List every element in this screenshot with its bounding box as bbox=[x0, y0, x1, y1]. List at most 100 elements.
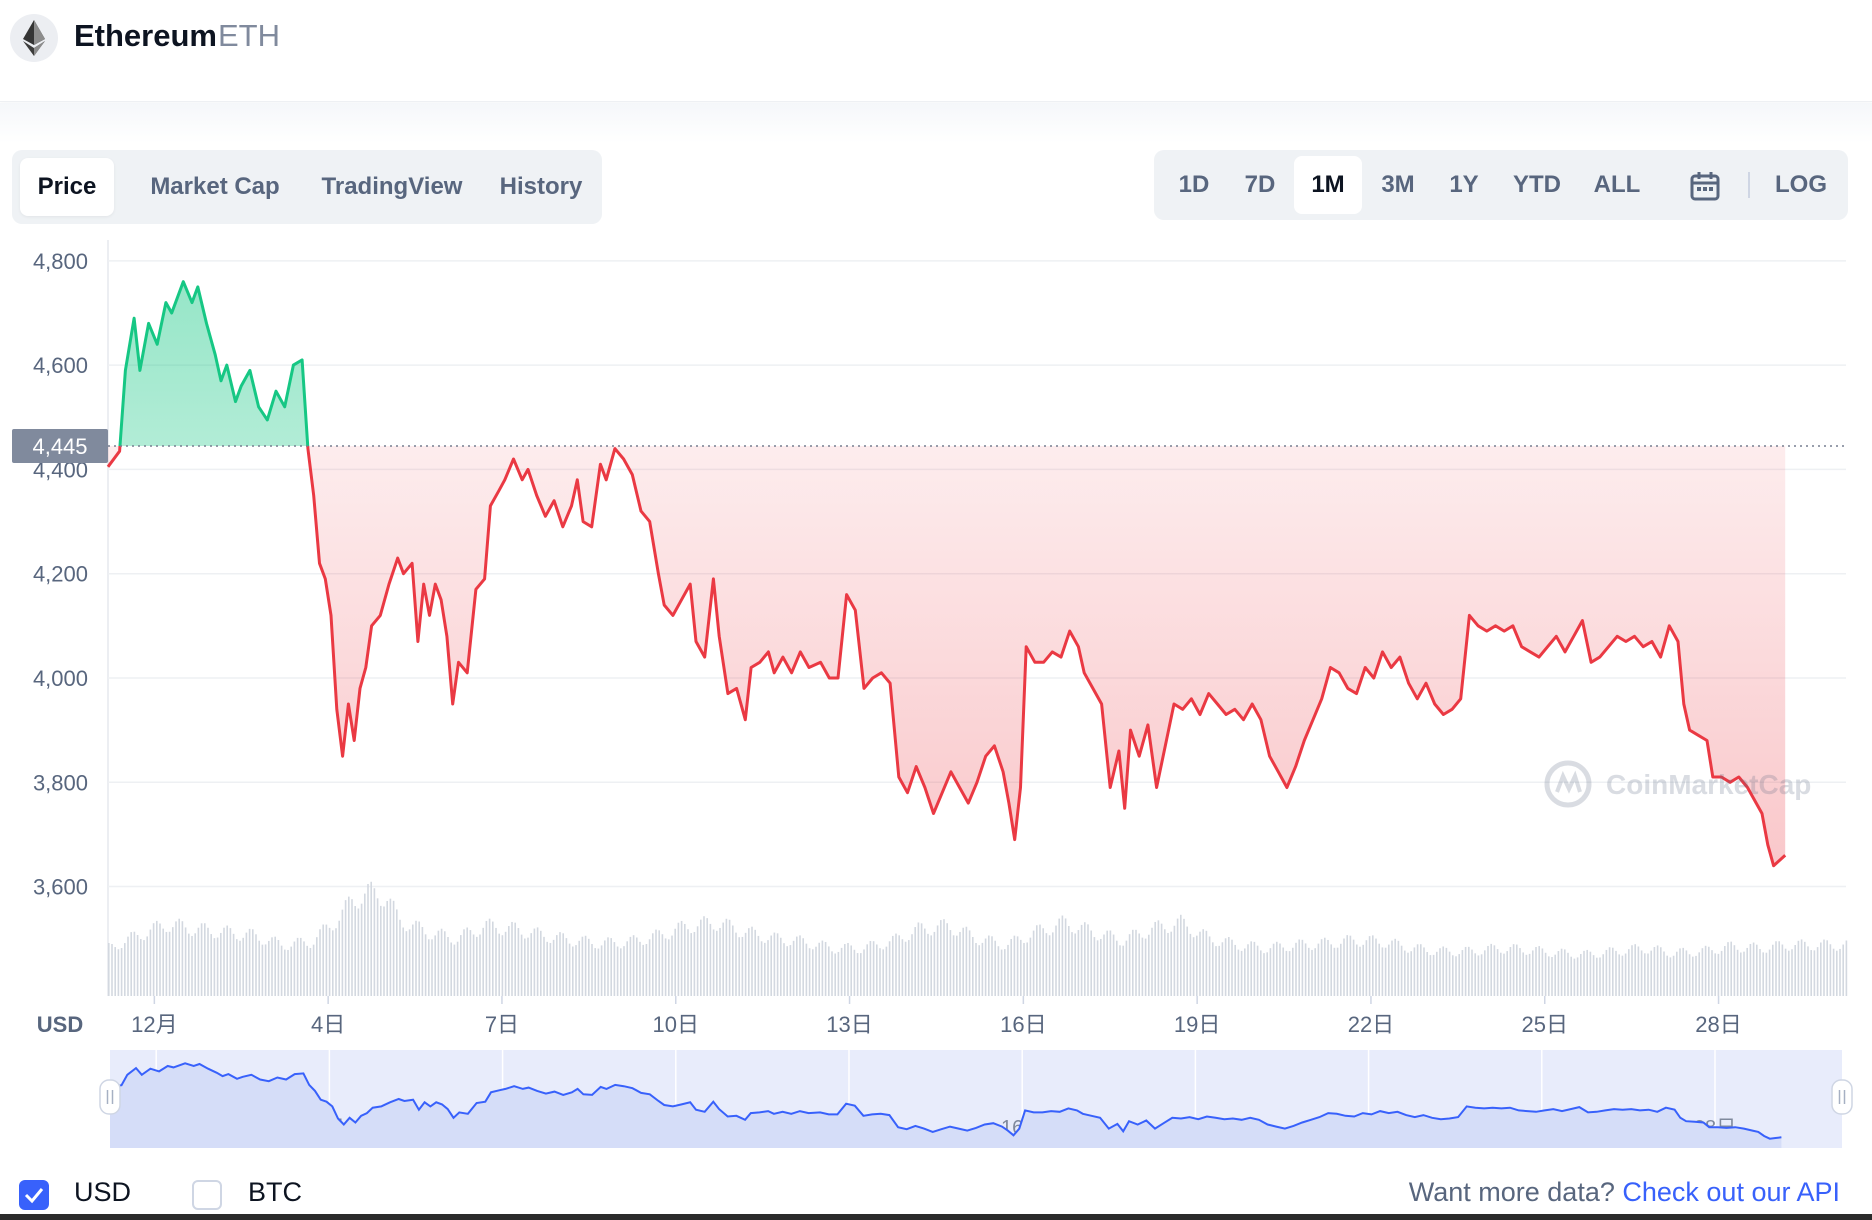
volume-bar bbox=[1314, 948, 1316, 996]
volume-bar bbox=[1365, 940, 1368, 996]
volume-bar bbox=[1448, 951, 1451, 996]
volume-bar bbox=[290, 946, 292, 996]
volume-bar bbox=[120, 948, 123, 996]
range-3m[interactable]: 3M bbox=[1381, 171, 1415, 198]
api-link[interactable]: Check out our API bbox=[1622, 1177, 1840, 1207]
tab-tradingview[interactable]: TradingView bbox=[321, 173, 463, 200]
range-1d[interactable]: 1D bbox=[1178, 171, 1210, 198]
tab-price[interactable]: Price bbox=[20, 158, 114, 216]
volume-bar bbox=[1298, 939, 1300, 996]
navigator-area bbox=[110, 1063, 1782, 1148]
volume-bar bbox=[1743, 951, 1745, 996]
volume-bar bbox=[1000, 949, 1003, 996]
volume-bar bbox=[1532, 950, 1534, 996]
volume-bar bbox=[940, 920, 942, 996]
volume-bar bbox=[712, 929, 715, 996]
volume-bar bbox=[927, 933, 929, 996]
volume-bar bbox=[520, 934, 523, 996]
range-1y[interactable]: 1Y bbox=[1449, 171, 1479, 198]
volume-bar bbox=[492, 921, 494, 996]
volume-bar bbox=[1458, 954, 1460, 996]
volume-bar bbox=[1122, 945, 1124, 996]
volume-bar bbox=[1090, 930, 1092, 996]
volume-bar bbox=[108, 943, 110, 996]
volume-bar bbox=[216, 937, 219, 996]
volume-bar bbox=[165, 931, 168, 996]
volume-bar bbox=[293, 941, 296, 996]
volume-bar bbox=[220, 932, 222, 996]
volume-bar bbox=[1288, 951, 1291, 996]
volume-bar bbox=[1023, 942, 1025, 996]
range-all[interactable]: ALL bbox=[1593, 171, 1641, 198]
volume-bar bbox=[1061, 915, 1064, 996]
volume-bar bbox=[1196, 935, 1198, 996]
volume-bar bbox=[565, 938, 568, 996]
volume-bar bbox=[130, 932, 132, 996]
volume-bar bbox=[776, 933, 779, 996]
volume-bar bbox=[952, 935, 955, 996]
volume-bar bbox=[1631, 945, 1633, 996]
volume-bar bbox=[824, 941, 827, 996]
volume-bar bbox=[1522, 952, 1524, 996]
volume-bar bbox=[1541, 948, 1544, 996]
volume-bar bbox=[1592, 955, 1595, 996]
volume-bar bbox=[1333, 947, 1336, 996]
volume-bar bbox=[1119, 945, 1121, 996]
volume-bar bbox=[732, 925, 734, 996]
volume-bar bbox=[232, 933, 235, 996]
btc-checkbox[interactable] bbox=[192, 1180, 222, 1210]
tab-market-cap[interactable]: Market Cap bbox=[150, 173, 280, 200]
range-7d[interactable]: 7D bbox=[1244, 171, 1276, 198]
volume-bar bbox=[514, 922, 516, 996]
range-1m[interactable]: 1M bbox=[1294, 156, 1362, 214]
volume-bar bbox=[879, 948, 881, 996]
volume-bar bbox=[668, 939, 670, 996]
volume-bar bbox=[818, 942, 820, 996]
x-tick-label: 4日 bbox=[311, 1012, 345, 1037]
volume-bar bbox=[1272, 943, 1275, 996]
volume-bar bbox=[1301, 939, 1304, 996]
volume-bar bbox=[1029, 937, 1032, 996]
price-line-below bbox=[106, 445, 1787, 868]
volume-bar bbox=[1410, 951, 1412, 996]
volume-bar bbox=[642, 944, 644, 996]
navigator-right-handle[interactable] bbox=[1831, 1079, 1853, 1115]
volume-bar bbox=[1474, 953, 1476, 996]
ethereum-logo-icon bbox=[10, 14, 58, 62]
volume-bar bbox=[1500, 952, 1502, 996]
volume-bar bbox=[1618, 954, 1620, 996]
usd-checkbox[interactable] bbox=[19, 1180, 49, 1210]
volume-bar bbox=[1496, 949, 1499, 996]
volume-bar bbox=[943, 919, 945, 996]
tab-history[interactable]: History bbox=[499, 173, 583, 200]
volume-bar bbox=[559, 932, 561, 996]
volume-bar bbox=[1740, 952, 1742, 996]
volume-bar bbox=[1407, 952, 1409, 996]
volume-bar bbox=[252, 929, 254, 996]
volume-bar bbox=[168, 931, 171, 996]
volume-bar bbox=[1077, 930, 1080, 996]
volume-bar bbox=[1007, 944, 1009, 996]
volume-bar bbox=[149, 929, 152, 996]
y-tick-label: 4,000 bbox=[33, 666, 88, 691]
volume-bar bbox=[380, 905, 382, 996]
navigator-left-handle[interactable] bbox=[99, 1079, 121, 1115]
volume-bar bbox=[744, 932, 747, 996]
volume-bar bbox=[751, 926, 753, 996]
volume-bar bbox=[968, 930, 971, 996]
volume-bar bbox=[780, 937, 782, 996]
range-ytd[interactable]: YTD bbox=[1513, 171, 1561, 198]
volume-bar bbox=[661, 934, 664, 996]
volume-bar bbox=[719, 927, 721, 996]
volume-bar bbox=[1455, 956, 1457, 996]
volume-bar bbox=[1797, 940, 1800, 996]
volume-bar bbox=[1660, 947, 1662, 996]
volume-bar bbox=[821, 940, 824, 996]
log-scale-toggle[interactable]: LOG bbox=[1775, 171, 1827, 198]
calendar-icon[interactable] bbox=[1678, 156, 1732, 214]
volume-bar bbox=[1330, 944, 1332, 996]
volume-bar bbox=[255, 934, 257, 996]
handle-body bbox=[99, 1079, 121, 1115]
